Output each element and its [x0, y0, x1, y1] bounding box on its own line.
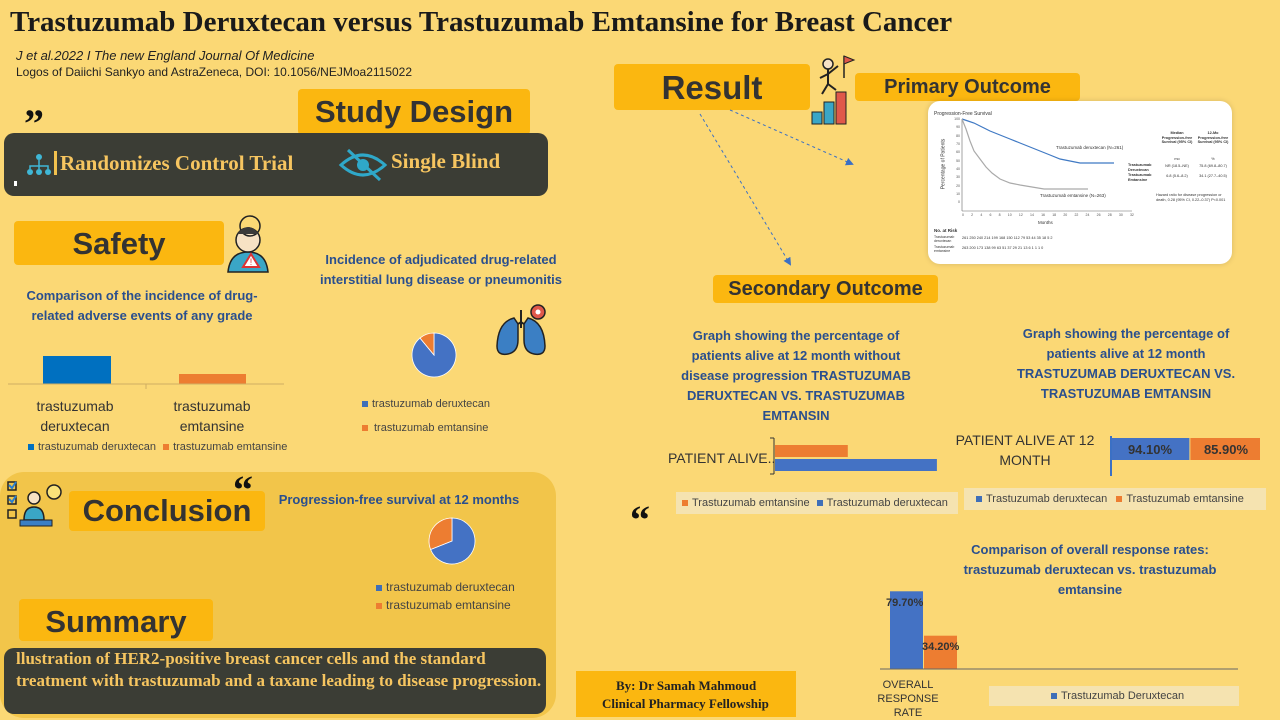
km-title: Progression-Free Survival [934, 111, 992, 117]
design-item-rct: Randomizes Control Trial [60, 151, 294, 175]
km-risk-row2-label: Trastuzumab emtansine [934, 245, 955, 253]
author-name: By: Dr Samah Mahmoud [616, 678, 757, 693]
summary-text: llustration of HER2-positive breast canc… [16, 649, 542, 690]
km-hr-note: Hazard ratio for disease progression or … [1156, 193, 1226, 202]
safety-heading: Safety [14, 221, 224, 265]
orr-label-79-70: 79.70% [886, 597, 924, 609]
author-fellowship: Clinical Pharmacy Fellowship [602, 696, 769, 711]
orr-category: OVERALL RESPONSE RATE [877, 679, 939, 719]
bar-deruxtecan [43, 356, 111, 384]
bar-emtansine [775, 445, 848, 457]
bar-emtansine [1190, 438, 1260, 460]
conclusion-heading: Conclusion [69, 491, 265, 531]
pie-slice-emtansine [419, 332, 435, 357]
success-climber-icon [811, 55, 856, 125]
lungs-icon [496, 304, 546, 356]
design-item-blind: Single Blind [391, 149, 501, 173]
bar-emtansine [179, 374, 246, 384]
adverse-events-chart-title: Comparison of the incidence of drug-rela… [26, 288, 258, 323]
ild-chart-title: Incidence of adjudicated drug-related in… [320, 252, 562, 287]
ild-pie-chart [411, 332, 457, 378]
secondary-chart2 [1110, 436, 1260, 476]
km-xticks: 0 2 4 6 8 10 12 14 16 18 20 22 24 26 28 30 32 [962, 213, 1134, 217]
label-94-10: 94.10% [1127, 442, 1173, 457]
secondary-chart1-category: PATIENT ALIVE... [668, 450, 780, 466]
pfs-chart-title: Progression-free survival at 12 months [278, 492, 520, 507]
km-row2-name: Trastuzumab Emtansine [1128, 173, 1152, 182]
orr-chart [880, 591, 1238, 670]
summary-bar: llustration of HER2-positive breast canc… [4, 648, 546, 714]
km-row1-name: Trastuzumab Deruxtecan [1128, 163, 1152, 172]
secondary-chart2-category: PATIENT ALIVE AT 12 MONTH [955, 432, 1095, 468]
legend-ild-1: trastuzumab deruxtecan [362, 398, 490, 410]
orr-chart-title: Comparison of overall response rates: tr… [963, 542, 1217, 597]
secondary-chart1-title: Graph showing the percentage of patients… [681, 328, 911, 423]
km-yticks: 100 90 80 70 60 50 40 30 20 10 0 [954, 117, 960, 205]
km-table-unit1: mo [1174, 157, 1180, 161]
km-label-emtansine: Trastuzumab emtansine (N=263) [1040, 193, 1106, 198]
km-at-risk: No. at Risk [934, 228, 958, 233]
km-table-h2: 12-Mo Progression-free Survival (95% CI) [1197, 131, 1229, 144]
summary-heading: Summary [19, 599, 213, 641]
legend-pfs-1: trastuzumab deruxtecan [376, 580, 515, 594]
orr-label-34-20: 34.20% [922, 641, 960, 653]
km-plot-card: Progression-Free Survival Percentage of … [928, 101, 1232, 264]
km-risk-row2: 263 200 173 138 99 63 51 37 29 21 13 6 1… [962, 246, 1044, 250]
page-title: Trastuzumab Deruxtecan versus Trastuzuma… [10, 6, 953, 38]
bar-deruxtecan [775, 459, 937, 471]
quote-icon: “ [630, 497, 650, 542]
legend-orr: Trastuzumab Deruxtecan [989, 686, 1239, 706]
km-xlabel: Months [1038, 220, 1053, 225]
pfs-pie-chart [428, 517, 476, 565]
xlabel-emtansine: trastuzumab emtansine [173, 398, 251, 434]
legend-adverse: trastuzumab deruxtecan trastuzumab emtan… [28, 441, 287, 453]
km-risk-row1: 261 250 240 214 199 168 150 112 79 53 44… [962, 236, 1053, 240]
study-design-heading: Study Design [298, 89, 530, 135]
result-heading: Result [614, 64, 810, 110]
km-table-unit2: % [1211, 157, 1215, 161]
connector-arrows [699, 109, 854, 266]
svg-text:!: ! [250, 257, 253, 267]
km-row2-v2: 34.1 (27.7–40.5) [1199, 174, 1227, 178]
study-design-bar: Randomizes Control Trial Single Blind [4, 133, 548, 196]
primary-outcome-heading: Primary Outcome [855, 73, 1080, 101]
checklist-person-icon [7, 481, 62, 527]
network-icon [27, 154, 51, 175]
km-row1-v2: 75.8 (69.8–80.7) [1199, 164, 1227, 168]
pie-slice-deruxtecan [430, 517, 476, 565]
label-85-90: 85.90% [1203, 442, 1249, 457]
bar-deruxtecan [1112, 438, 1190, 460]
km-curves [961, 118, 1132, 212]
legend-ild-2: trastuzumab emtansine [362, 422, 488, 434]
secondary-outcome-heading: Secondary Outcome [713, 275, 938, 303]
quote-icon: “ [233, 467, 253, 512]
eye-slash-icon [338, 148, 388, 182]
pie-slice-emtansine [428, 517, 453, 550]
legend-secondary-chart1: Trastuzumab emtansine Trastuzumab deruxt… [676, 492, 958, 514]
worried-person-icon: ! [227, 215, 269, 273]
km-risk-row1-label: Trastuzumab deruxtecan [934, 235, 955, 243]
legend-pfs-2: trastuzumab emtansine [376, 598, 511, 612]
secondary-chart2-title: Graph showing the percentage of patients… [1016, 326, 1236, 401]
logos-doi: Logos of Daiichi Sankyo and AstraZeneca,… [16, 65, 413, 79]
citation: J et al.2022 I The new England Journal O… [16, 48, 315, 63]
secondary-chart1 [770, 437, 937, 475]
legend-secondary-chart2: Trastuzumab deruxtecan Trastuzumab emtan… [964, 488, 1266, 510]
bar-emtansine [924, 635, 957, 669]
author-box: By: Dr Samah Mahmoud Clinical Pharmacy F… [576, 671, 796, 717]
km-row1-v1: NR (18.5–NE) [1165, 164, 1189, 168]
km-table-h1: Median Progression-free Survival (95% CI… [1161, 131, 1193, 144]
km-row2-v1: 6.8 (5.6–8.2) [1166, 174, 1188, 178]
xlabel-deruxtecan: trastuzumab deruxtecan [36, 398, 114, 434]
adverse-events-chart [8, 356, 284, 389]
bar-deruxtecan [890, 591, 923, 669]
km-label-deruxtecan: Trastuzumab deruxtecan (N=261) [1056, 145, 1124, 150]
